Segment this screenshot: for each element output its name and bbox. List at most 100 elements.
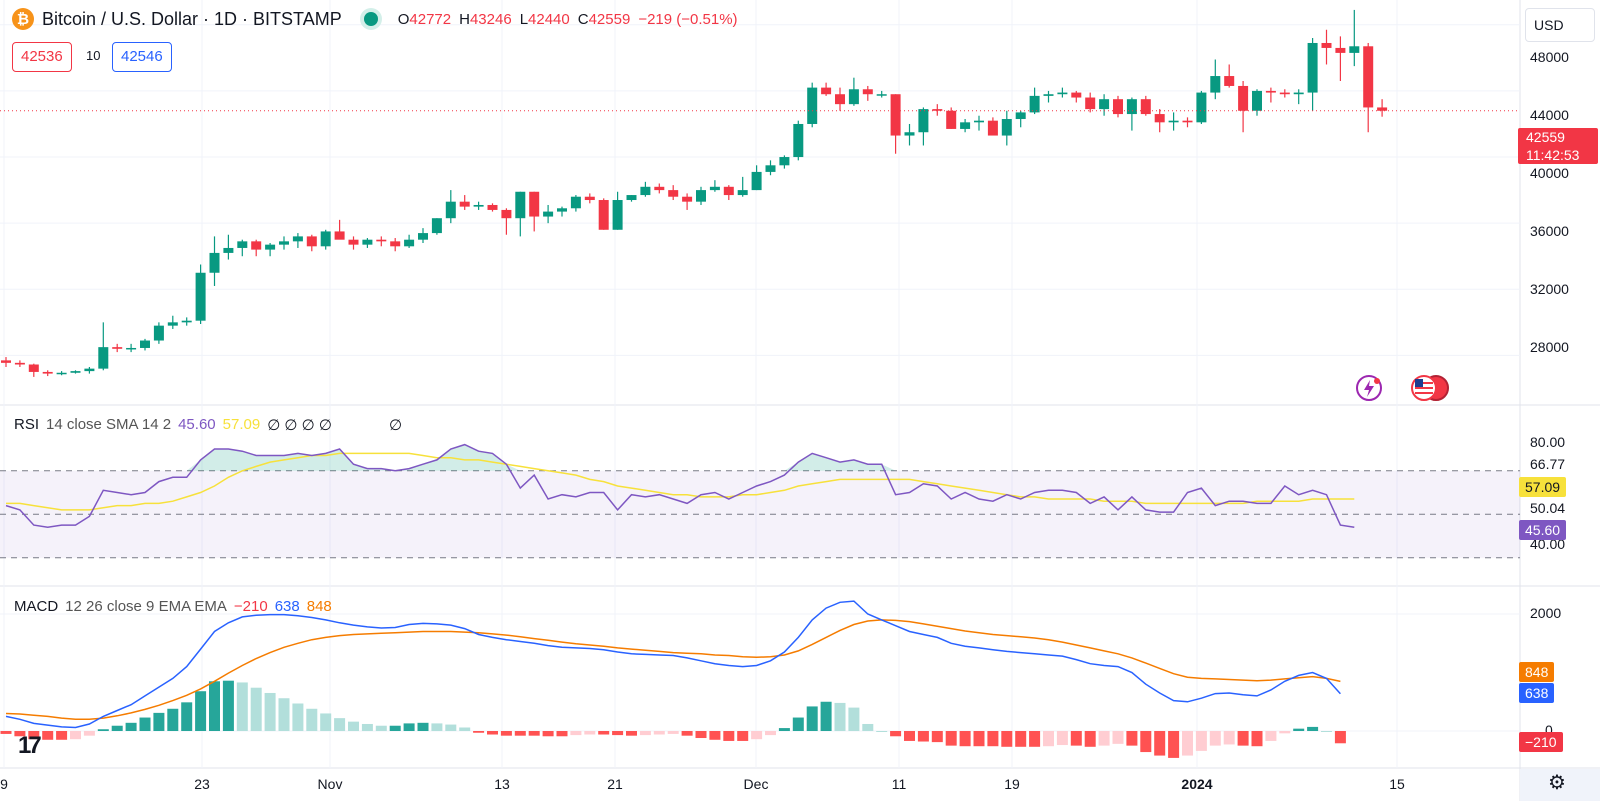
candle-body — [974, 120, 984, 123]
macd-histogram-bar — [765, 731, 776, 736]
market-status-icon[interactable] — [363, 12, 378, 26]
macd-histogram-bar — [1112, 731, 1124, 744]
macd-histogram-bar — [584, 731, 596, 735]
candle-body — [1168, 120, 1179, 123]
candle-body — [1140, 99, 1151, 115]
macd-histogram-bar — [848, 707, 860, 731]
macd-histogram-bar — [681, 731, 693, 736]
macd-histogram-bar — [723, 731, 735, 741]
rsi-overbought-fill — [200, 449, 215, 471]
candle-body — [932, 109, 943, 111]
macd-histogram-bar — [181, 702, 193, 731]
macd-histogram-bar — [0, 731, 12, 734]
tradingview-logo-icon[interactable]: 17 — [18, 732, 42, 759]
candle-body — [529, 191, 540, 217]
macd-histogram-bar — [876, 731, 888, 732]
rsi-overbought-fill — [339, 449, 354, 471]
candle-body — [70, 371, 81, 373]
candle-body — [1126, 99, 1137, 115]
macd-histogram-bar — [917, 731, 929, 742]
macd-histogram-bar — [709, 731, 721, 740]
macd-histogram-bar — [737, 731, 749, 741]
candle-body — [737, 190, 748, 196]
macd-histogram-bar — [1168, 731, 1180, 758]
macd-legend-params: 12 26 close 9 EMA EMA — [65, 598, 227, 615]
rsi-overbought-fill — [798, 453, 813, 471]
currency-selector[interactable]: USD — [1525, 8, 1595, 42]
rsi-sma-line — [6, 452, 1355, 511]
price-change: −219 (−0.51%) — [638, 10, 738, 28]
candle-body — [1307, 42, 1318, 93]
candle-body — [1224, 76, 1235, 86]
candle-body — [1238, 85, 1249, 111]
macd-legend[interactable]: MACD 12 26 close 9 EMA EMA −210 638 848 — [14, 598, 332, 615]
candle-body — [501, 209, 512, 219]
candle-body — [960, 122, 971, 129]
candle-body — [1335, 47, 1346, 53]
candle-body — [153, 325, 164, 341]
time-tick: 15 — [1389, 776, 1405, 792]
candle-body — [1099, 99, 1110, 110]
candle-body — [1265, 90, 1276, 93]
last-price-tag: 42559 11:42:53 — [1518, 128, 1598, 164]
candle-body — [821, 87, 832, 95]
macd-histogram-bar — [570, 731, 582, 736]
macd-histogram-bar — [1321, 731, 1332, 732]
macd-histogram-bar — [111, 725, 123, 731]
candle-body — [793, 123, 804, 158]
candle-body — [306, 236, 317, 247]
macd-histogram-bar — [1001, 731, 1013, 747]
rsi-line — [5, 443, 1355, 529]
rsi-overbought-fill — [436, 449, 451, 471]
rsi-legend-sma: 57.09 — [222, 416, 261, 433]
macd-histogram-bar — [459, 727, 471, 731]
candle-body — [848, 89, 859, 105]
candle-body — [1210, 76, 1221, 93]
macd-histogram-bar — [1195, 731, 1207, 751]
candle-body — [1085, 97, 1096, 110]
rsi-overbought-fill — [423, 459, 437, 471]
candle-body — [807, 87, 818, 124]
macd-histogram-bar — [1237, 731, 1249, 746]
candle-body — [668, 190, 679, 197]
candle-body — [140, 340, 150, 348]
rsi-tick: 80.00 — [1530, 434, 1566, 450]
rsi-overbought-fill — [186, 459, 201, 471]
macd-histogram-bar — [445, 724, 457, 731]
rsi-overbought-fill — [853, 459, 868, 471]
macd-histogram-bar — [14, 731, 26, 737]
settings-gear-icon[interactable]: ⚙ — [1548, 772, 1566, 794]
macd-signal-line — [5, 619, 1341, 721]
lightning-event-icon[interactable] — [1355, 374, 1387, 406]
macd-histogram-bar — [1251, 731, 1263, 747]
candle-body — [1113, 99, 1123, 115]
us-economic-event-icon[interactable] — [1410, 374, 1460, 406]
candle-body — [682, 196, 693, 202]
sell-price-button[interactable]: 42536 — [12, 42, 72, 72]
rsi-overbought-fill — [867, 464, 882, 471]
macd-histogram-bar — [153, 712, 165, 731]
macd-histogram-bar — [320, 713, 332, 731]
macd-histogram-bar — [278, 698, 290, 731]
time-tick: 11 — [891, 776, 907, 792]
macd-histogram-bar — [1223, 731, 1235, 745]
candle-body — [1071, 92, 1082, 98]
candle-body — [598, 200, 609, 230]
macd-histogram-bar — [1043, 731, 1054, 747]
candle-body — [543, 211, 554, 217]
symbol-title[interactable]: Bitcoin / U.S. Dollar · 1D · BITSTAMP — [42, 8, 342, 29]
candle-body — [362, 239, 373, 245]
macd-histogram-bar — [1029, 731, 1041, 747]
bitcoin-icon: ₿ — [12, 8, 34, 30]
price-tick: 32000 — [1530, 281, 1569, 297]
macd-histogram-bar — [792, 717, 804, 731]
rsi-legend[interactable]: RSI 14 close SMA 14 2 45.60 57.09 ∅ ∅ ∅ … — [14, 416, 402, 434]
time-tick: Dec — [743, 776, 769, 792]
rsi-overbought-fill — [881, 464, 896, 471]
rsi-overbought-fill — [812, 453, 827, 471]
buy-price-button[interactable]: 42546 — [112, 42, 172, 72]
macd-histogram-bar — [1098, 731, 1110, 746]
candle-body — [473, 204, 484, 207]
time-tick: 9 — [0, 776, 8, 792]
